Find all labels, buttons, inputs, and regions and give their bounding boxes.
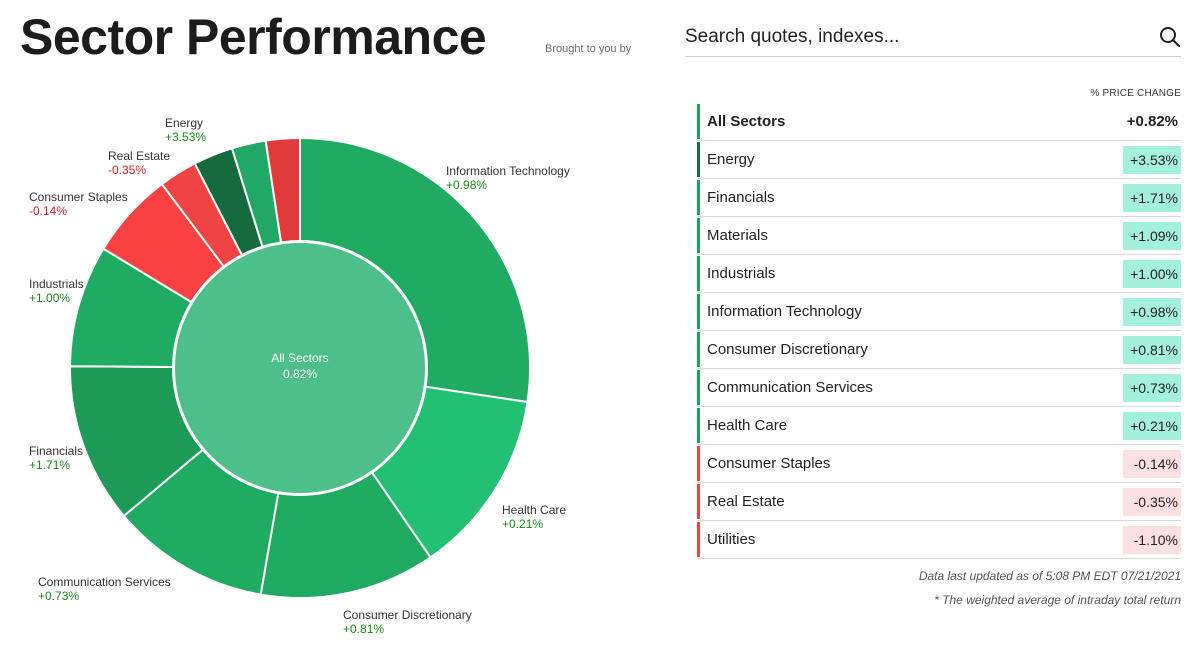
slice-label-value: +0.98% xyxy=(446,178,488,192)
sponsor-text: Brought to you by xyxy=(545,43,632,55)
row-sector-name: Industrials xyxy=(707,265,776,282)
slice-label: Consumer Staples -0.14% xyxy=(29,190,128,218)
slice-label-name: Consumer Staples xyxy=(29,190,128,204)
slice-label: Real Estate -0.35% xyxy=(108,149,170,177)
slice-label-value: +0.81% xyxy=(343,622,385,636)
slice-label-value: +0.73% xyxy=(38,589,80,603)
donut-center-label: All Sectors xyxy=(271,351,328,365)
row-indicator xyxy=(697,104,700,139)
row-change-value: +0.81% xyxy=(1123,335,1181,364)
slice-label: Financials +1.71% xyxy=(29,444,83,472)
row-sector-name: Energy xyxy=(707,151,755,168)
slice-label-value: -0.14% xyxy=(29,204,68,218)
slice-label-value: -0.35% xyxy=(108,163,147,177)
row-sector-name: Utilities xyxy=(707,531,756,548)
slice-label-name: Energy xyxy=(165,116,204,130)
slice-label-value: +0.21% xyxy=(502,517,544,531)
row-indicator xyxy=(697,522,700,557)
donut-svg: All Sectors 0.82% xyxy=(68,136,531,599)
row-indicator xyxy=(697,218,700,253)
row-sector-name: Real Estate xyxy=(707,493,785,510)
row-indicator xyxy=(697,256,700,291)
slice-label: Information Technology +0.98% xyxy=(446,164,570,192)
slice-label-name: Communication Services xyxy=(38,575,171,589)
row-change-value: +1.00% xyxy=(1123,259,1181,288)
table-row[interactable]: Utilities -1.10% xyxy=(697,521,1181,559)
row-change-value: +0.98% xyxy=(1123,297,1181,326)
row-change-value: -1.10% xyxy=(1123,525,1181,554)
table-row[interactable]: Information Technology +0.98% xyxy=(697,293,1181,331)
slice-label-name: Real Estate xyxy=(108,149,171,163)
row-change-value: +0.21% xyxy=(1123,411,1181,440)
row-change-value: -0.14% xyxy=(1123,449,1181,478)
row-sector-name: Information Technology xyxy=(707,303,862,320)
row-indicator xyxy=(697,446,700,481)
donut-center-value: 0.82% xyxy=(283,367,317,381)
row-indicator xyxy=(697,408,700,443)
row-sector-name: Financials xyxy=(707,189,775,206)
donut-center[interactable] xyxy=(173,241,427,495)
table-row[interactable]: Materials +1.09% xyxy=(697,217,1181,255)
last-updated: Data last updated as of 5:08 PM EDT 07/2… xyxy=(918,569,1181,583)
row-sector-name: All Sectors xyxy=(707,113,786,130)
footnote: * The weighted average of intraday total… xyxy=(934,593,1181,607)
table-header: % PRICE CHANGE xyxy=(1090,88,1181,99)
row-change-value: -0.35% xyxy=(1123,487,1181,516)
row-indicator xyxy=(697,332,700,367)
table-row[interactable]: Health Care +0.21% xyxy=(697,407,1181,445)
slice-label-value: +1.00% xyxy=(29,291,71,305)
table-row[interactable]: Financials +1.71% xyxy=(697,179,1181,217)
row-sector-name: Consumer Discretionary xyxy=(707,341,868,358)
search-input[interactable]: Search quotes, indexes... xyxy=(685,26,900,47)
slice-label-value: +1.71% xyxy=(29,458,71,472)
search-bar[interactable]: Search quotes, indexes... xyxy=(685,20,1181,57)
row-sector-name: Materials xyxy=(707,227,768,244)
sector-table: % PRICE CHANGE All Sectors +0.82% Energy +3… xyxy=(697,88,1181,559)
row-indicator xyxy=(697,294,700,329)
slice-label-value: +3.53% xyxy=(165,130,207,144)
row-sector-name: Consumer Staples xyxy=(707,455,831,472)
slice-label-name: Health Care xyxy=(502,503,567,517)
row-change-value: +3.53% xyxy=(1123,145,1181,174)
slice-label-name: Consumer Discretionary xyxy=(343,608,472,622)
table-row[interactable]: Industrials +1.00% xyxy=(697,255,1181,293)
slice-label-name: Industrials xyxy=(29,277,84,291)
page-title: Sector Performance xyxy=(20,9,487,65)
row-change-value: +0.73% xyxy=(1123,373,1181,402)
row-indicator xyxy=(697,370,700,405)
row-change-value: +1.71% xyxy=(1123,183,1181,212)
slice-label: Consumer Discretionary +0.81% xyxy=(343,608,472,636)
table-row[interactable]: Consumer Staples -0.14% xyxy=(697,445,1181,483)
row-sector-name: Health Care xyxy=(707,417,788,434)
row-sector-name: Communication Services xyxy=(707,379,873,396)
row-indicator xyxy=(697,484,700,519)
slice-label: Industrials +1.00% xyxy=(29,277,84,305)
table-row[interactable]: Real Estate -0.35% xyxy=(697,483,1181,521)
table-row[interactable]: Consumer Discretionary +0.81% xyxy=(697,331,1181,369)
table-rows: All Sectors +0.82% Energy +3.53% Financials +… xyxy=(697,103,1181,559)
row-change-value: +1.09% xyxy=(1123,221,1181,250)
slice-label-name: Information Technology xyxy=(446,164,570,178)
row-indicator xyxy=(697,142,700,177)
table-row[interactable]: Energy +3.53% xyxy=(697,141,1181,179)
search-icon[interactable] xyxy=(1159,26,1181,48)
row-indicator xyxy=(697,180,700,215)
table-row[interactable]: All Sectors +0.82% xyxy=(697,103,1181,141)
table-row[interactable]: Communication Services +0.73% xyxy=(697,369,1181,407)
slice-label-name: Financials xyxy=(29,444,84,458)
slice-label: Health Care +0.21% xyxy=(502,503,566,531)
row-change-value: +0.82% xyxy=(1126,112,1178,130)
slice-label: Communication Services +0.73% xyxy=(38,575,171,603)
slice-label: Energy +3.53% xyxy=(165,116,206,144)
sector-donut-chart: All Sectors 0.82% Information Technology +… xyxy=(0,70,660,645)
